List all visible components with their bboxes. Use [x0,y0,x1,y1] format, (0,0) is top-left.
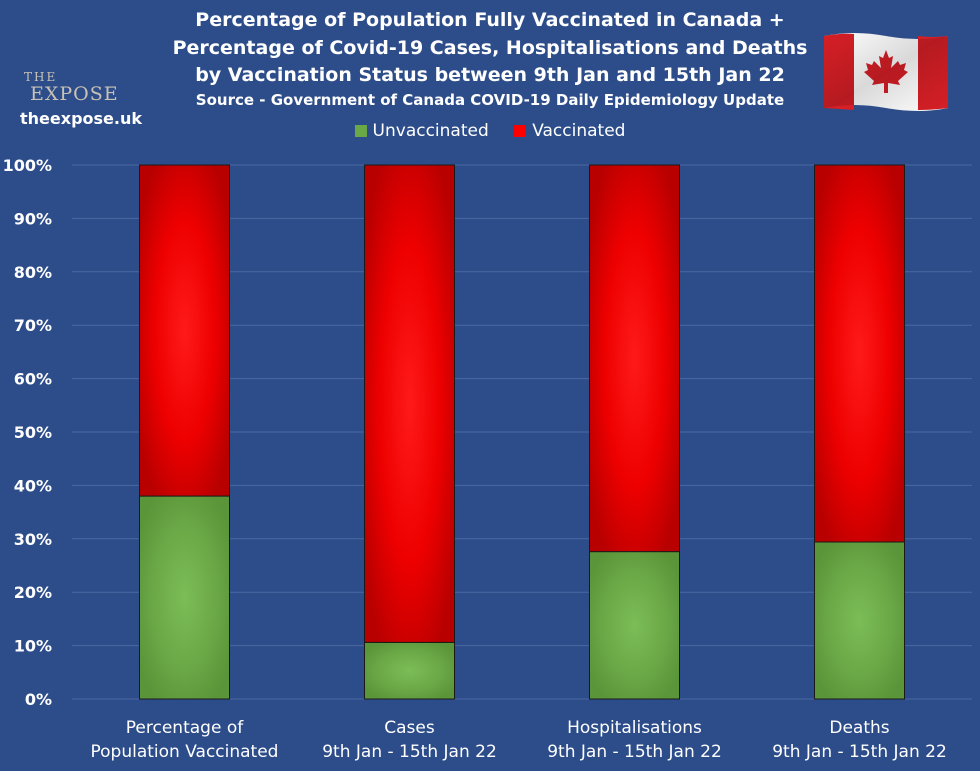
bar-vaccinated [139,164,230,497]
bar-unvaccinated [139,495,230,700]
legend-item-vaccinated: Vaccinated [514,121,625,141]
site-url: theexpose.uk [20,109,142,128]
x-tick-label: Deaths [829,718,889,738]
logo-word-the: THE [24,70,58,84]
bar-unvaccinated [364,641,455,700]
y-tick-label: 20% [14,583,52,602]
y-tick-label: 10% [14,637,52,656]
canada-flag-icon [824,33,948,111]
y-tick-label: 80% [14,263,52,282]
bar-unvaccinated [814,541,905,700]
y-tick-label: 40% [14,476,52,495]
legend-item-unvaccinated: Unvaccinated [354,121,489,141]
y-tick-label: 30% [14,530,52,549]
chart-title-line-2: Percentage of Covid-19 Cases, Hospitalis… [172,37,808,59]
y-tick-label: 70% [14,316,52,335]
y-tick-label: 60% [14,370,52,389]
x-tick-label: Population Vaccinated [91,742,279,762]
legend: Unvaccinated Vaccinated [0,121,980,142]
chart-title-line-3: by Vaccination Status between 9th Jan an… [195,64,785,86]
legend-label-unvaccinated: Unvaccinated [372,121,489,141]
logo-word-expose: EXPOSE [30,83,119,105]
legend-swatch-unvaccinated [354,125,367,137]
bar-unvaccinated [589,551,680,700]
x-tick-label: Percentage of [126,718,244,738]
x-tick-label: Cases [384,718,435,738]
y-tick-label: 0% [25,690,52,709]
legend-swatch-vaccinated [514,125,527,137]
legend-label-vaccinated: Vaccinated [532,121,626,141]
bar-vaccinated [814,164,905,543]
y-tick-label: 90% [14,209,52,228]
chart-subtitle: Source - Government of Canada COVID-19 D… [195,91,785,109]
bar-vaccinated [364,164,455,643]
x-tick-label: 9th Jan - 15th Jan 22 [547,742,722,762]
chart-title-line-1: Percentage of Population Fully Vaccinate… [195,9,785,31]
x-tick-label: 9th Jan - 15th Jan 22 [772,742,947,762]
x-tick-label: Hospitalisations [567,718,702,738]
y-tick-label: 50% [14,423,52,442]
bar-vaccinated [589,164,680,553]
x-tick-label: 9th Jan - 15th Jan 22 [322,742,497,762]
y-tick-label: 100% [3,156,52,175]
